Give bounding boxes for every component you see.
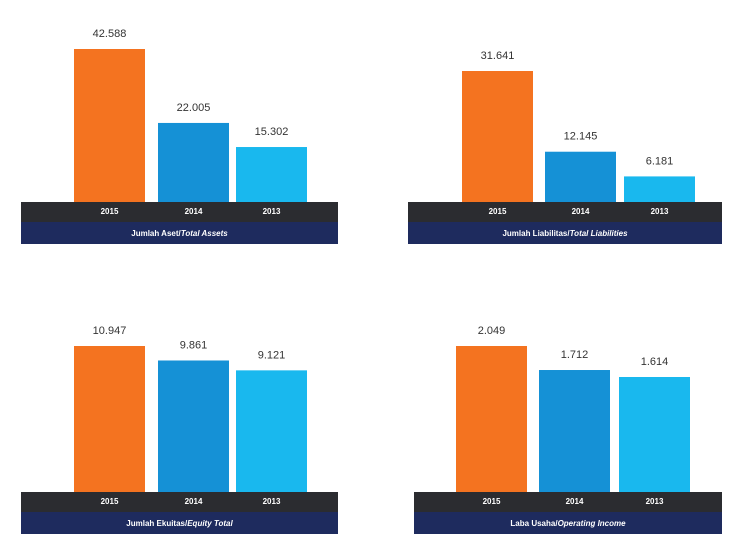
- data-label: 1.614: [641, 356, 669, 368]
- x-tick-label: 2015: [100, 497, 119, 506]
- chart-plot: 42.588 22.005 15.302: [74, 28, 307, 202]
- x-tick-label: 2015: [488, 207, 507, 216]
- bar-2013: [236, 370, 307, 492]
- bar-2014: [539, 370, 610, 492]
- x-axis-band: 2015 2014 2013: [21, 492, 338, 512]
- data-label: 42.588: [93, 28, 127, 40]
- chart-title-italic: Total Assets: [180, 228, 228, 238]
- bar-2015: [462, 71, 533, 202]
- chart-total-assets: 42.588 22.005 15.302 2015 2014 2013 Jumlah…: [21, 0, 338, 250]
- bar-2015: [74, 49, 145, 202]
- chart-operating-income: 2.049 1.712 1.614 2015 2014 2013 Laba Usah…: [414, 290, 722, 536]
- bar-2014: [158, 122, 229, 202]
- bar-2013: [236, 147, 307, 202]
- data-label: 15.302: [255, 126, 289, 138]
- chart-title-plain: Jumlah Aset/: [131, 228, 181, 238]
- data-label: 9.121: [258, 349, 286, 361]
- bar-2013: [624, 176, 695, 202]
- data-label: 9.861: [180, 339, 208, 351]
- chart-title-italic: Equity Total: [187, 518, 233, 528]
- chart-equity-total: 10.947 9.861 9.121 2015 2014 2013 Jumlah E…: [21, 290, 338, 536]
- chart-plot: 2.049 1.712 1.614: [456, 325, 690, 492]
- x-tick-label: 2013: [262, 497, 281, 506]
- chart-plot: 31.641 12.145 6.181: [462, 50, 695, 202]
- chart-title-plain: Jumlah Liabilitas/: [502, 228, 570, 238]
- bar-2015: [456, 346, 527, 492]
- chart-title-plain: Laba Usaha/: [510, 518, 558, 528]
- bar-2013: [619, 376, 690, 492]
- x-tick-label: 2014: [184, 497, 203, 506]
- data-label: 10.947: [93, 325, 127, 337]
- data-label: 12.145: [564, 131, 598, 143]
- chart-total-liabilities: 31.641 12.145 6.181 2015 2014 2013 Jumlah …: [408, 0, 722, 250]
- bar-2014: [545, 151, 616, 202]
- x-tick-label: 2015: [482, 497, 501, 506]
- bar-2015: [74, 346, 145, 492]
- x-tick-label: 2013: [650, 207, 669, 216]
- bar-2014: [158, 360, 229, 492]
- x-tick-label: 2015: [100, 207, 119, 216]
- data-label: 31.641: [481, 50, 515, 62]
- chart-title: Jumlah Ekuitas/Equity Total: [21, 512, 338, 534]
- data-label: 6.181: [646, 155, 674, 167]
- x-axis-band: 2015 2014 2013: [414, 492, 722, 512]
- x-tick-label: 2014: [571, 207, 590, 216]
- x-tick-label: 2013: [262, 207, 281, 216]
- data-label: 2.049: [478, 325, 506, 337]
- chart-title: Jumlah Aset/Total Assets: [21, 222, 338, 244]
- chart-title: Jumlah Liabilitas/Total Liabilities: [408, 222, 722, 244]
- x-axis-band: 2015 2014 2013: [21, 202, 338, 222]
- chart-title-italic: Operating Income: [557, 518, 626, 528]
- chart-title-italic: Total Liabilities: [569, 228, 628, 238]
- chart-title: Laba Usaha/Operating Income: [414, 512, 722, 534]
- chart-plot: 10.947 9.861 9.121: [74, 325, 307, 492]
- x-axis-band: 2015 2014 2013: [408, 202, 722, 222]
- x-tick-label: 2014: [184, 207, 203, 216]
- chart-title-plain: Jumlah Ekuitas/: [126, 518, 188, 528]
- x-tick-label: 2014: [565, 497, 584, 506]
- x-tick-label: 2013: [645, 497, 664, 506]
- data-label: 22.005: [177, 102, 211, 114]
- data-label: 1.712: [561, 349, 589, 361]
